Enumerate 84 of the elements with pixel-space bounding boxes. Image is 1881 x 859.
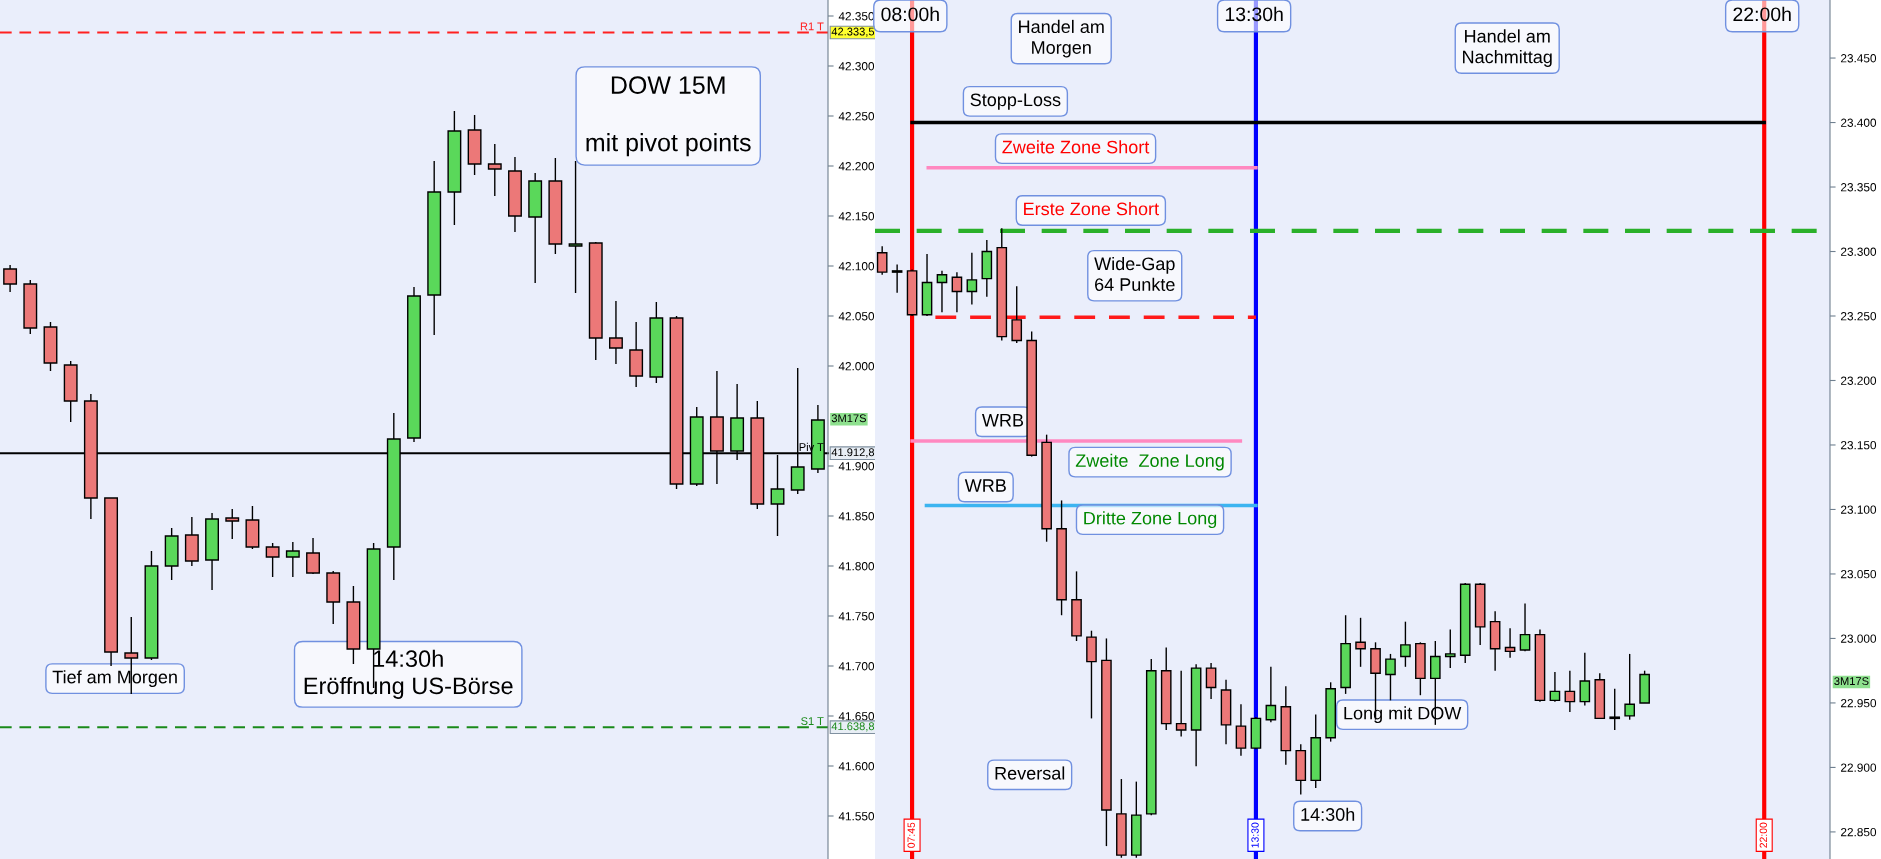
text: 41.638,8 bbox=[831, 722, 875, 732]
y-tick-label: 42.200 bbox=[838, 162, 875, 171]
candlestick bbox=[1385, 653, 1396, 702]
candlestick bbox=[1504, 627, 1516, 659]
x-tick-label: 07:45 bbox=[907, 822, 915, 848]
candlestick bbox=[225, 508, 240, 540]
y-tick-label: 41.550 bbox=[838, 812, 875, 821]
candlestick bbox=[265, 542, 280, 578]
candlestick bbox=[876, 245, 888, 276]
candlestick bbox=[306, 537, 320, 575]
candlestick bbox=[608, 300, 623, 365]
y-tick-label: 22.900 bbox=[1841, 763, 1877, 772]
y-tick-label: 23.000 bbox=[1841, 634, 1877, 643]
candlestick bbox=[1549, 671, 1561, 703]
annotation: Wide-Gap 64 Punkte bbox=[1094, 256, 1175, 291]
y-tick-label: 41.650 bbox=[838, 712, 875, 721]
candlestick bbox=[1175, 669, 1187, 738]
candlestick bbox=[1265, 666, 1277, 723]
candlestick bbox=[487, 143, 502, 197]
y-tick-label: 41.850 bbox=[838, 512, 875, 521]
candlestick bbox=[1624, 653, 1636, 721]
ref-line-label: R1 T bbox=[800, 22, 824, 31]
candlestick bbox=[891, 263, 903, 294]
annotation: 13:30h bbox=[1225, 6, 1283, 22]
text: 3M17S bbox=[1834, 677, 1869, 686]
annotation: Erste Zone Short bbox=[1024, 202, 1159, 216]
annotation: Zweite Zone Long bbox=[1075, 453, 1224, 471]
candlestick bbox=[1609, 688, 1621, 731]
candlestick bbox=[951, 271, 963, 313]
candlestick bbox=[1235, 703, 1247, 757]
annotation: 14:30h bbox=[1301, 807, 1355, 821]
candlestick bbox=[1519, 602, 1531, 653]
y-tick-label: 42.050 bbox=[838, 312, 875, 321]
candlestick bbox=[285, 541, 300, 578]
annotation: WRB bbox=[964, 479, 1006, 492]
annotation: Dritte Zone Long bbox=[1084, 511, 1217, 529]
candlestick bbox=[568, 160, 583, 294]
candlestick bbox=[1011, 285, 1023, 344]
y-tick-label: 41.900 bbox=[838, 462, 875, 471]
text: 42.333,5 bbox=[831, 27, 875, 37]
y-tick-label: 42.100 bbox=[838, 262, 875, 271]
y-tick-label: 41.750 bbox=[838, 612, 875, 621]
y-tick-label: 41.600 bbox=[838, 762, 875, 771]
y-tick-label: 22.950 bbox=[1841, 698, 1877, 708]
candlestick bbox=[1205, 662, 1217, 700]
y-tick-label: 41.700 bbox=[838, 662, 875, 671]
annotation: 22:00h bbox=[1733, 6, 1791, 22]
y-tick-label: 23.200 bbox=[1841, 376, 1877, 385]
y-tick-label: 23.350 bbox=[1841, 183, 1877, 192]
candlestick bbox=[936, 270, 948, 313]
y-tick-label: 23.100 bbox=[1841, 505, 1877, 514]
candlestick bbox=[1355, 617, 1366, 668]
annotation: Zweite Zone Short bbox=[1002, 140, 1150, 154]
candlestick bbox=[3, 264, 18, 293]
ref-line-label: S1 T bbox=[801, 717, 824, 725]
candlestick bbox=[1579, 651, 1591, 707]
x-tick-label: 13:30 bbox=[1251, 822, 1259, 848]
text: 41.912,8 bbox=[831, 448, 875, 458]
y-tick-label: 42.000 bbox=[838, 362, 875, 371]
y-tick-label: 42.300 bbox=[838, 62, 875, 71]
annotation: Stopp-Loss bbox=[970, 93, 1061, 110]
y-tick-label: 23.400 bbox=[1841, 118, 1877, 127]
x-tick-label: 22:00 bbox=[1759, 822, 1768, 848]
candlestick bbox=[1400, 620, 1411, 668]
text: DOW 15M mit pivot points bbox=[586, 76, 751, 157]
y-tick-label: 42.150 bbox=[838, 212, 875, 221]
y-tick-label: 22.850 bbox=[1841, 827, 1877, 837]
annotation: Handel am Nachmittag bbox=[1463, 29, 1552, 67]
candlestick bbox=[966, 252, 978, 306]
y-tick-label: 42.250 bbox=[838, 112, 875, 121]
y-tick-label: 23.300 bbox=[1841, 247, 1877, 256]
candlestick bbox=[1444, 628, 1456, 669]
annotation: 14:30h Eröffnung US-Börse bbox=[304, 649, 513, 699]
text: 3M17S bbox=[831, 414, 867, 423]
annotation: WRB bbox=[981, 414, 1024, 427]
y-tick-label: 23.050 bbox=[1841, 569, 1877, 579]
annotation: 08:00h bbox=[881, 6, 939, 22]
y-tick-label: 42.350 bbox=[838, 12, 875, 21]
y-tick-label: 41.800 bbox=[838, 562, 875, 571]
y-tick-label: 23.450 bbox=[1841, 54, 1877, 63]
y-tick-label: 23.150 bbox=[1841, 441, 1877, 450]
annotation: Handel am Morgen bbox=[1019, 19, 1104, 58]
y-tick-label: 23.250 bbox=[1841, 312, 1877, 321]
annotation: Reversal bbox=[995, 766, 1065, 780]
